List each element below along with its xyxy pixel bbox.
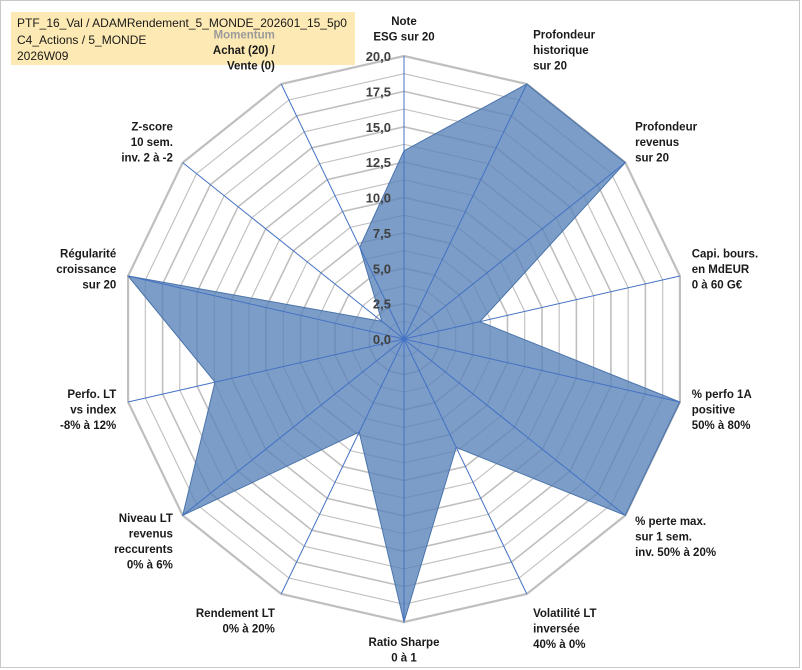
category-label: 50% à 80% (692, 420, 751, 432)
category-label: 40% à 0% (533, 639, 585, 651)
axis-spoke (182, 162, 405, 340)
category-label: positive (692, 405, 735, 417)
category-label: historique (533, 45, 589, 57)
chart-title-line-2: C4_Actions / 5_MONDE (17, 32, 147, 47)
category-label: sur 20 (82, 279, 116, 291)
category-label: Profondeur (533, 30, 595, 42)
tick-label: 5,0 (373, 261, 391, 276)
category-label: % perte max. (635, 516, 706, 528)
axis-spoke (403, 275, 681, 340)
category-label: Rendement LT (196, 608, 275, 620)
axis-spoke (403, 338, 626, 516)
category-label: ESG sur 20 (373, 32, 434, 44)
chart-title-line-1: PTF_16_Val / ADAMRendement_5_MONDE_20260… (17, 16, 347, 30)
axis-spoke (280, 338, 405, 595)
category-label: croissance (56, 264, 116, 276)
chart-title-line-3: 2026W09 (17, 49, 69, 63)
category-label: en MdEUR (692, 264, 750, 276)
category-label: revenus (129, 529, 173, 541)
axis-spoke (403, 338, 681, 403)
category-label: Perfo. LT (67, 389, 116, 401)
axis-spoke (280, 83, 405, 340)
category-label: Vente (0) (227, 61, 275, 73)
category-label: 0% à 20% (222, 624, 274, 636)
category-label: 0% à 6% (127, 560, 173, 572)
tick-label: 10,0 (366, 191, 391, 206)
category-label: Niveau LT (119, 513, 173, 525)
category-label: -8% à 12% (60, 420, 116, 432)
tick-label: 12,5 (366, 155, 391, 170)
category-label: Z-score (131, 122, 173, 134)
axis-spoke (403, 83, 528, 340)
tick-label: 15,0 (366, 120, 391, 135)
category-label: inv. 2 à -2 (121, 153, 173, 165)
category-label: 0 à 1 (391, 653, 417, 665)
category-label: 10 sem. (131, 137, 173, 149)
category-label: inversée (533, 624, 580, 636)
category-label: Régularité (60, 248, 116, 260)
tick-label: 7,5 (373, 226, 391, 241)
axis-spoke (127, 338, 405, 403)
axis-spoke (403, 162, 626, 340)
radar-category-labels: Note ESG sur 20 Profondeur historique sur 20… (56, 16, 758, 665)
category-label: vs index (70, 405, 117, 417)
radar-spokes (127, 56, 681, 622)
category-label: Profondeur (635, 122, 697, 134)
category-label: Achat (20) / (213, 45, 276, 57)
category-label: Capi. bours. (692, 248, 758, 260)
category-label: sur 20 (533, 61, 567, 73)
tick-label: 17,5 (366, 84, 391, 99)
axis-spoke (127, 275, 405, 340)
category-label: % perfo 1A (692, 389, 752, 401)
tick-label: 20,0 (366, 49, 391, 64)
category-label: sur 1 sem. (635, 531, 692, 543)
axis-spoke (182, 338, 405, 516)
category-label: 0 à 60 G€ (692, 279, 743, 291)
chart-title-box: PTF_16_Val / ADAMRendement_5_MONDE_20260… (11, 12, 355, 65)
category-label: Note (391, 16, 417, 28)
radar-tick-labels: 0,0 2,5 5,0 7,5 10,0 12,5 15,0 17,5 20,0 (366, 49, 391, 347)
category-label: sur 20 (635, 153, 669, 165)
category-label: Ratio Sharpe (369, 637, 440, 649)
axis-spoke (403, 338, 528, 595)
tick-label: 2,5 (373, 297, 391, 312)
category-label: Momentum (214, 30, 275, 42)
tick-label: 0,0 (373, 332, 391, 347)
category-label: inv. 50% à 20% (635, 547, 716, 559)
category-label: reccurents (114, 544, 173, 556)
category-label: Volatilité LT (533, 608, 596, 620)
category-label: revenus (635, 137, 679, 149)
